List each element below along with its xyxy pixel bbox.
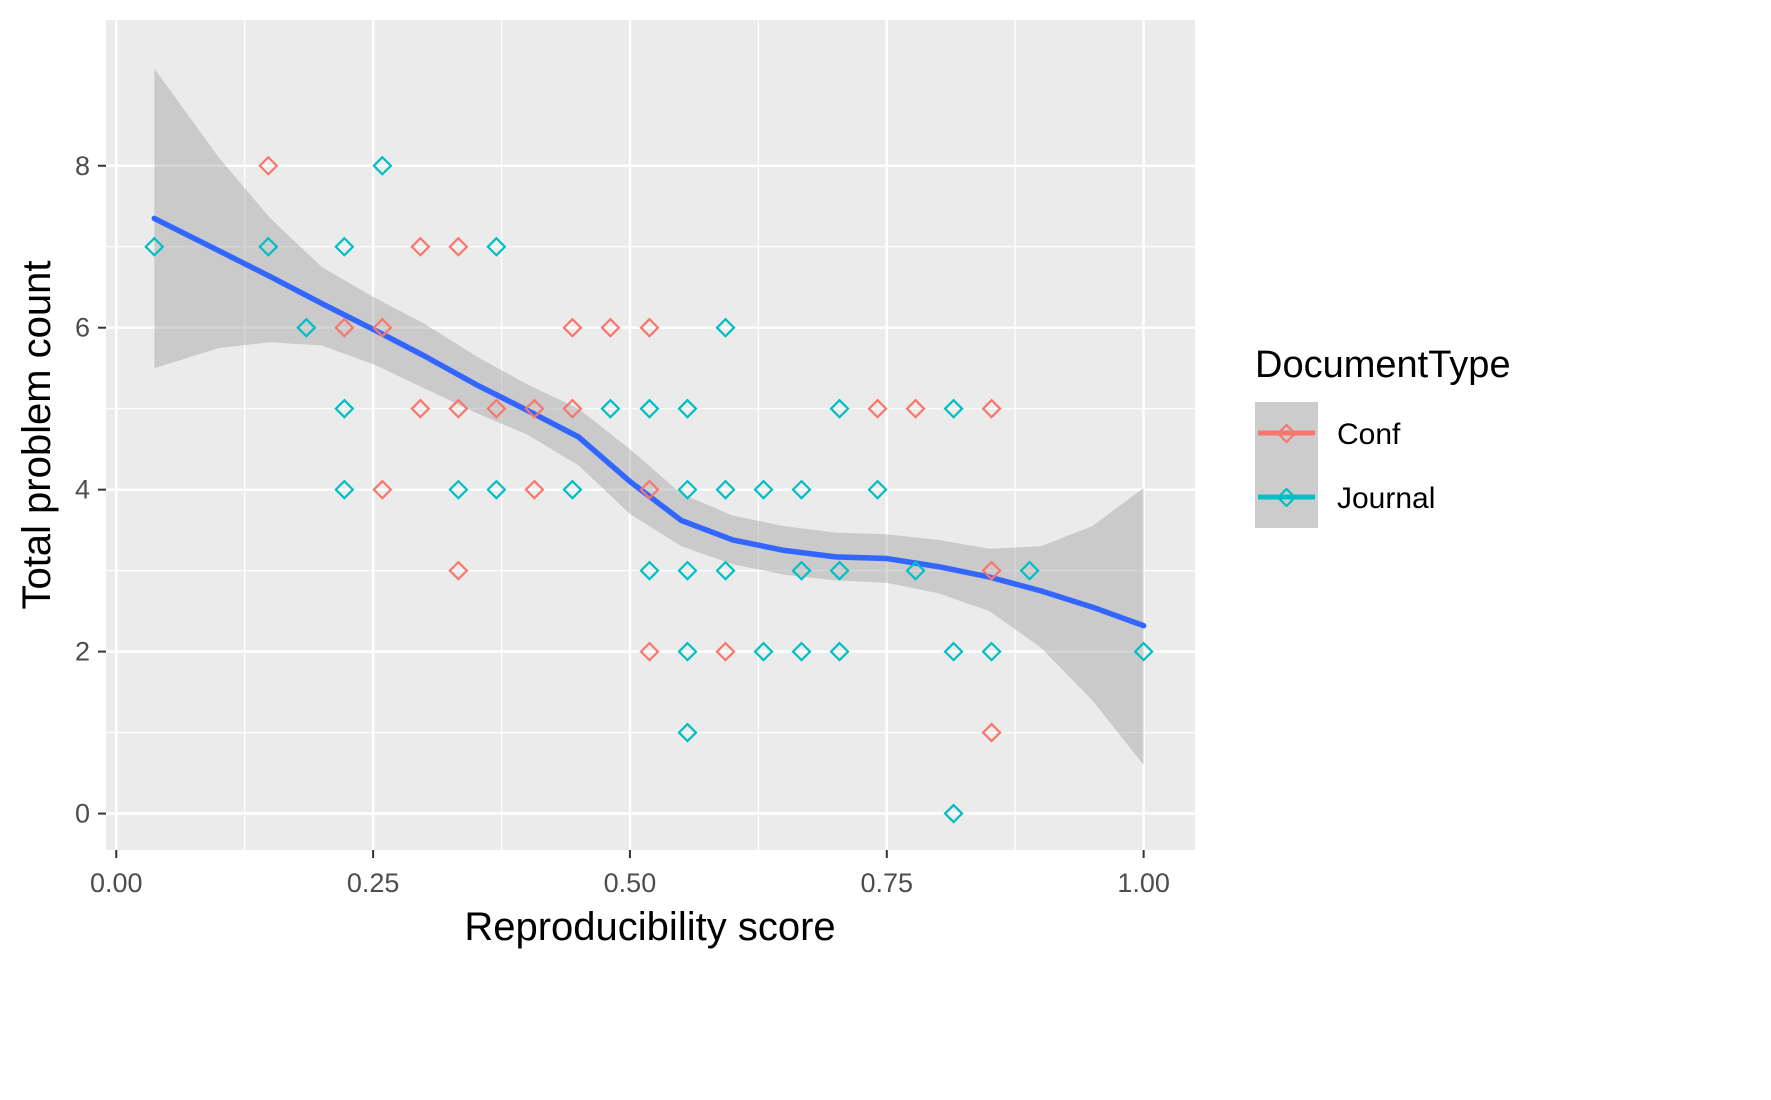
data-point-conf: [981, 722, 1002, 743]
y-tick-label: 4: [75, 475, 90, 505]
data-point-journal: [1133, 641, 1154, 662]
data-point-conf: [372, 317, 393, 338]
data-point-conf: [639, 317, 660, 338]
data-point-conf: [448, 560, 469, 581]
data-point-conf: [410, 398, 431, 419]
data-point-conf: [562, 317, 583, 338]
legend-key-journal-marker: [1276, 487, 1297, 508]
x-axis: 0.00 0.25 0.50 0.75 1.00: [90, 850, 1170, 898]
data-point-journal: [334, 398, 355, 419]
y-tick-label: 0: [75, 799, 90, 829]
legend-label-journal: Journal: [1337, 482, 1435, 515]
data-point-journal: [258, 236, 279, 257]
x-tick-label: 0.25: [347, 868, 400, 898]
data-point-journal: [677, 641, 698, 662]
data-point-conf: [486, 398, 507, 419]
data-point-conf: [905, 398, 926, 419]
data-point-journal: [829, 398, 850, 419]
x-tick-label: 0.75: [861, 868, 914, 898]
data-point-conf: [981, 560, 1002, 581]
plot-panel: [106, 20, 1195, 850]
data-point-conf: [334, 317, 355, 338]
grid-lines: [106, 20, 1195, 850]
data-point-journal: [943, 641, 964, 662]
x-tick-label: 0.00: [90, 868, 143, 898]
data-point-conf: [448, 236, 469, 257]
data-points: [144, 155, 1154, 824]
data-point-conf: [867, 398, 888, 419]
legend-title: DocumentType: [1255, 344, 1511, 386]
data-point-journal: [753, 641, 774, 662]
data-point-journal: [639, 398, 660, 419]
data-point-journal: [1019, 560, 1040, 581]
legend-key-conf-marker: [1276, 423, 1297, 444]
data-point-journal: [677, 398, 698, 419]
data-point-journal: [334, 479, 355, 500]
data-point-journal: [829, 560, 850, 581]
data-point-journal: [715, 479, 736, 500]
data-point-journal: [677, 722, 698, 743]
data-point-conf: [639, 641, 660, 662]
smooth-line-group: [151, 215, 1147, 629]
data-point-journal: [715, 560, 736, 581]
data-point-conf: [448, 398, 469, 419]
data-point-journal: [791, 560, 812, 581]
data-point-journal: [791, 479, 812, 500]
data-point-journal: [715, 317, 736, 338]
smooth-line: [151, 215, 1147, 629]
data-point-journal: [639, 560, 660, 581]
y-axis: 0 2 4 6 8: [75, 151, 106, 829]
data-point-journal: [905, 560, 926, 581]
data-point-conf: [639, 479, 660, 500]
data-point-journal: [448, 479, 469, 500]
y-tick-label: 6: [75, 313, 90, 343]
data-point-conf: [981, 398, 1002, 419]
data-point-journal: [753, 479, 774, 500]
data-point-journal: [677, 560, 698, 581]
legend-label-conf: Conf: [1337, 418, 1401, 451]
data-point-conf: [715, 641, 736, 662]
data-point-conf: [258, 155, 279, 176]
data-point-journal: [600, 398, 621, 419]
data-point-journal: [791, 641, 812, 662]
y-tick-label: 8: [75, 151, 90, 181]
data-point-journal: [372, 155, 393, 176]
data-point-journal: [981, 641, 1002, 662]
y-tick-label: 2: [75, 637, 90, 667]
data-point-conf: [600, 317, 621, 338]
data-point-journal: [943, 803, 964, 824]
data-point-conf: [524, 398, 545, 419]
legend: DocumentType Conf Journal: [1255, 344, 1511, 528]
data-point-journal: [486, 236, 507, 257]
data-point-journal: [334, 236, 355, 257]
data-point-journal: [144, 236, 165, 257]
x-tick-label: 1.00: [1117, 868, 1170, 898]
data-point-journal: [829, 641, 850, 662]
data-point-journal: [296, 317, 317, 338]
data-point-journal: [562, 479, 583, 500]
data-point-conf: [524, 479, 545, 500]
data-point-conf: [410, 236, 431, 257]
data-point-conf: [372, 479, 393, 500]
y-axis-title: Total problem count: [15, 260, 59, 609]
data-point-journal: [943, 398, 964, 419]
x-axis-title: Reproducibility score: [464, 905, 835, 949]
data-point-journal: [486, 479, 507, 500]
data-point-journal: [677, 479, 698, 500]
x-tick-label: 0.50: [604, 868, 657, 898]
data-point-journal: [867, 479, 888, 500]
data-point-conf: [562, 398, 583, 419]
